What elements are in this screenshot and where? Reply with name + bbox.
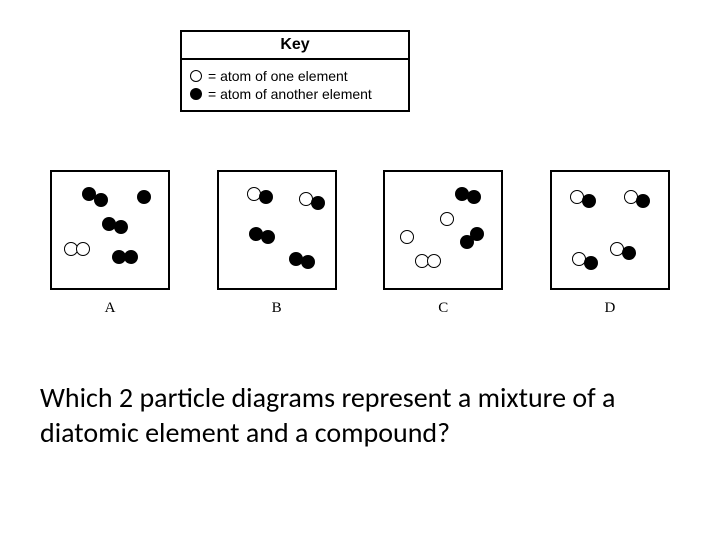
key-row-1: = atom of one element — [190, 68, 400, 84]
atom-filled-icon — [259, 190, 273, 204]
label-D: D — [605, 300, 616, 317]
box-D — [550, 170, 670, 290]
key-row1-text: = atom of one element — [208, 68, 348, 84]
label-C: C — [438, 300, 448, 317]
key-box: Key = atom of one element = atom of anot… — [180, 30, 410, 112]
diagram-D: D — [550, 170, 670, 317]
atom-filled-icon — [114, 220, 128, 234]
atom-filled-icon — [584, 256, 598, 270]
box-B — [217, 170, 337, 290]
atom-filled-icon — [301, 255, 315, 269]
diagram-A: A — [50, 170, 170, 317]
key-row2-text: = atom of another element — [208, 86, 372, 102]
diagram-C: C — [383, 170, 503, 317]
box-A — [50, 170, 170, 290]
atom-filled-icon — [467, 190, 481, 204]
question-text: Which 2 particle diagrams represent a mi… — [40, 380, 680, 450]
open-circle-icon — [190, 70, 202, 82]
atom-filled-icon — [311, 196, 325, 210]
atom-filled-icon — [137, 190, 151, 204]
filled-circle-icon — [190, 88, 202, 100]
key-row-2: = atom of another element — [190, 86, 400, 102]
atom-filled-icon — [261, 230, 275, 244]
atom-filled-icon — [94, 193, 108, 207]
atom-filled-icon — [622, 246, 636, 260]
label-A: A — [105, 300, 116, 317]
atom-filled-icon — [460, 235, 474, 249]
diagram-B: B — [217, 170, 337, 317]
diagrams-row: A B C D — [50, 170, 670, 317]
atom-filled-icon — [582, 194, 596, 208]
atom-filled-icon — [124, 250, 138, 264]
atom-filled-icon — [636, 194, 650, 208]
atom-open-icon — [76, 242, 90, 256]
atom-open-icon — [440, 212, 454, 226]
atom-open-icon — [427, 254, 441, 268]
label-B: B — [272, 300, 282, 317]
key-body: = atom of one element = atom of another … — [182, 60, 408, 110]
atom-open-icon — [400, 230, 414, 244]
key-title: Key — [182, 32, 408, 60]
box-C — [383, 170, 503, 290]
